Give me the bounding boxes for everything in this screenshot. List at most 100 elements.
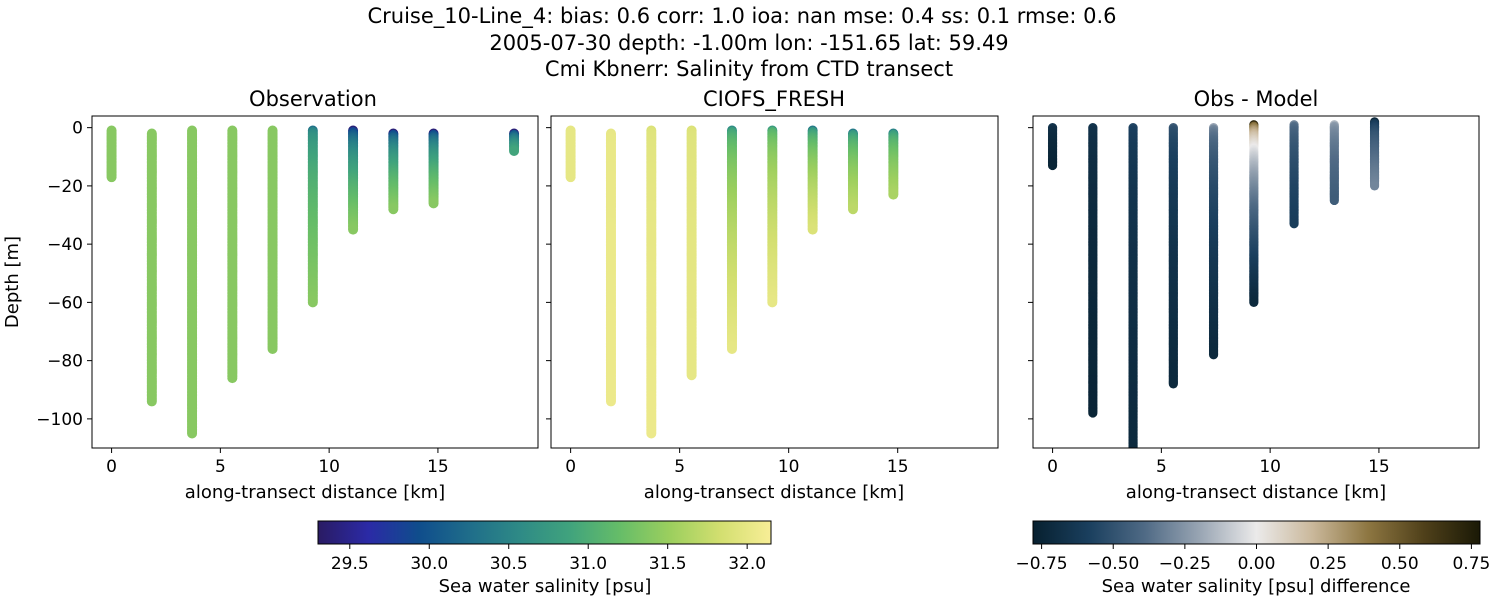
data-point xyxy=(767,297,778,308)
cast-profile xyxy=(726,125,737,354)
cast-profile xyxy=(767,125,778,308)
data-point xyxy=(1208,350,1219,360)
panel-obs-minus-model: Obs - Model along-transect distance [km]… xyxy=(1028,87,1480,503)
data-point xyxy=(1289,219,1299,229)
x-tick-label: 5 xyxy=(674,457,685,477)
colorbar-label: Sea water salinity [psu] xyxy=(439,576,652,597)
cast-profile xyxy=(565,125,576,183)
cast-profile xyxy=(1047,123,1058,171)
data-point xyxy=(1369,181,1380,191)
y-tick-label: −40 xyxy=(47,235,83,255)
data-point xyxy=(807,224,818,235)
colorbar-tick-label: −0.75 xyxy=(1016,554,1068,574)
data-point xyxy=(686,370,697,381)
panel-title: CIOFS_FRESH xyxy=(703,87,845,112)
x-tick-label: 10 xyxy=(318,457,340,477)
cast-profile xyxy=(605,128,616,407)
colorbar-tick-label: 31.0 xyxy=(569,554,607,574)
colorbar-bar xyxy=(317,520,772,545)
cast-profile xyxy=(1289,120,1299,229)
x-tick-label: 0 xyxy=(106,457,117,477)
data-points xyxy=(106,125,520,439)
colorbar-tick-label: 31.5 xyxy=(649,554,687,574)
colorbar-tick-label: 0.00 xyxy=(1238,554,1276,574)
x-axis-label: along-transect distance [km] xyxy=(644,482,904,503)
cast-profile xyxy=(646,125,657,439)
cast-profile xyxy=(1208,123,1219,360)
x-axis-label: along-transect distance [km] xyxy=(185,482,445,503)
cast-profile xyxy=(509,128,520,156)
y-tick-label: 0 xyxy=(72,119,83,139)
figure-title-line3: Cmi Kbnerr: Salinity from CTD transect xyxy=(545,57,953,81)
x-tick-label: 5 xyxy=(1156,457,1167,477)
colorbar-tick-label: 30.5 xyxy=(490,554,528,574)
x-tick-label: 10 xyxy=(778,457,800,477)
data-point xyxy=(509,145,520,156)
colorbar-tick-label: −0.25 xyxy=(1159,554,1211,574)
data-point xyxy=(428,198,439,209)
cast-profile xyxy=(227,125,238,384)
cast-profile xyxy=(267,125,278,354)
figure-title-line1: Cruise_10-Line_4: bias: 0.6 corr: 1.0 io… xyxy=(367,4,1116,29)
x-tick-label: 5 xyxy=(215,457,226,477)
cast-profile xyxy=(1249,120,1259,307)
cast-profile xyxy=(307,125,318,308)
data-point xyxy=(146,396,157,407)
cast-profile xyxy=(1369,117,1380,191)
colorbar-tick-label: 30.0 xyxy=(410,554,448,574)
x-axis-label: along-transect distance [km] xyxy=(1126,482,1386,503)
cast-profile xyxy=(847,128,858,215)
figure-title-line2: 2005-07-30 depth: -1.00m lon: -151.65 la… xyxy=(489,31,1008,55)
x-tick-label: 15 xyxy=(427,457,449,477)
data-point xyxy=(348,224,359,235)
data-point xyxy=(847,204,858,215)
colorbar-tick-label: 0.25 xyxy=(1309,554,1347,574)
colorbar-salinity: Sea water salinity [psu] 29.5 30.0 30.5 31.… xyxy=(317,520,772,597)
colorbar-tick-label: 0.50 xyxy=(1381,554,1419,574)
cast-profile xyxy=(106,125,117,183)
x-tick-label: 15 xyxy=(1368,457,1390,477)
data-point xyxy=(1249,297,1259,307)
data-point xyxy=(388,204,399,215)
axes-frame xyxy=(91,115,539,449)
colorbar-tick-label: −0.50 xyxy=(1087,554,1139,574)
panel-observation: Observation along-transect distance [km]… xyxy=(2,87,539,503)
colorbar-tick-label: 0.75 xyxy=(1452,554,1490,574)
panel-title: Observation xyxy=(249,87,377,111)
data-point xyxy=(307,297,318,308)
data-point xyxy=(1168,379,1178,389)
cast-profile xyxy=(1128,123,1138,448)
cast-profile xyxy=(348,125,359,235)
x-tick-label: 0 xyxy=(1047,457,1058,477)
cast-profile xyxy=(1329,120,1339,206)
data-point xyxy=(267,343,278,354)
y-tick-label: −100 xyxy=(36,410,83,430)
colorbar-tick-label: 32.0 xyxy=(728,554,766,574)
cast-profile xyxy=(807,125,818,235)
axes-frame xyxy=(550,115,999,449)
data-point xyxy=(565,172,576,183)
panel-ciofs-fresh: CIOFS_FRESH along-transect distance [km]… xyxy=(546,87,999,503)
y-tick-label: −20 xyxy=(47,177,83,197)
cast-profile xyxy=(146,128,157,407)
data-point xyxy=(605,396,616,407)
data-point xyxy=(726,343,737,354)
data-point xyxy=(227,373,238,384)
data-points xyxy=(1047,117,1380,448)
y-tick-label: −80 xyxy=(47,352,83,372)
cast-profile xyxy=(686,125,697,381)
cast-profile xyxy=(1088,123,1098,418)
data-points xyxy=(565,125,899,439)
x-tick-label: 0 xyxy=(565,457,576,477)
cast-profile xyxy=(428,128,439,209)
data-point xyxy=(1047,160,1058,171)
data-point xyxy=(187,428,198,439)
data-point xyxy=(1088,408,1098,418)
panel-title: Obs - Model xyxy=(1194,87,1319,111)
y-tick-label: −60 xyxy=(47,293,83,313)
axes-frame xyxy=(1032,115,1480,449)
x-tick-label: 10 xyxy=(1259,457,1281,477)
data-point xyxy=(888,189,899,200)
